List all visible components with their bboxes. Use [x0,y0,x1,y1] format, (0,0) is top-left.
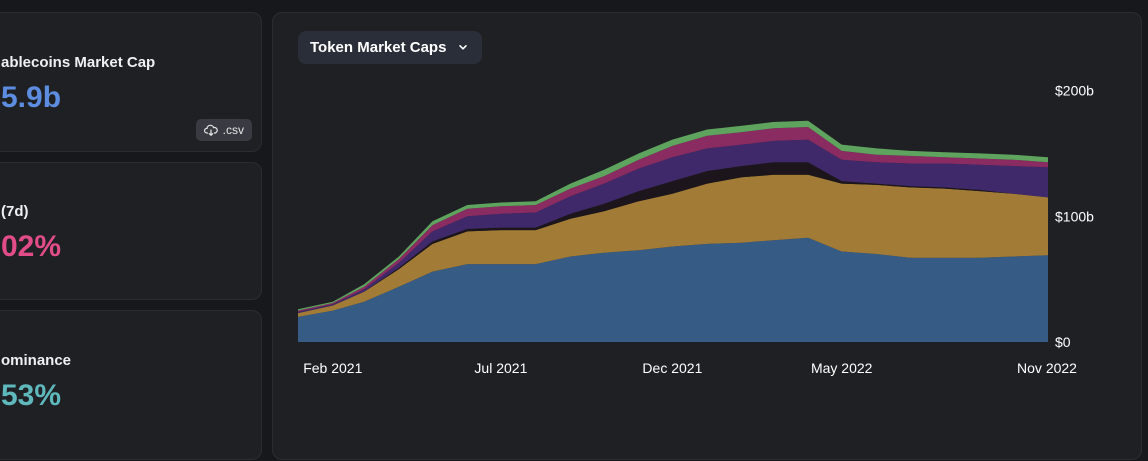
y-tick-label: $200b [1055,83,1094,99]
chart-card: Feb 2021 Jul 2021 Dec 2021 May 2022 Nov 2022… [272,12,1142,460]
stat-value-dominance: 53% [1,379,62,412]
stat-label-change-7d: (7d) [1,203,29,220]
area-series-0 [298,237,1048,342]
area-series-4 [298,127,1048,312]
area-series-2 [298,162,1048,314]
stacked-area-chart: Feb 2021 Jul 2021 Dec 2021 May 2022 Nov 2022… [298,83,1094,376]
token-market-caps-dropdown[interactable]: Token Market Caps [298,31,483,64]
cloud-download-icon [203,124,218,136]
x-tick-label: May 2022 [811,360,873,376]
csv-label: .csv [222,123,244,137]
y-tick-label: $100b [1055,208,1094,224]
area-series-5 [298,120,1048,311]
download-csv-button[interactable]: .csv [195,119,252,141]
dropdown-label: Token Market Caps [310,39,447,56]
stat-value-change-7d: 02% [1,230,62,263]
stat-label-dominance: ominance [1,352,72,369]
chevron-down-icon [459,45,468,50]
area-series-3 [298,139,1048,314]
x-tick-label: Nov 2022 [1017,360,1077,376]
area-series-1 [298,174,1048,317]
stat-card-change-7d: (7d) 02% [0,162,262,300]
x-tick-label: Dec 2021 [642,360,702,376]
x-tick-label: Feb 2021 [303,360,362,376]
stat-label-market-cap: ablecoins Market Cap [1,54,156,71]
stat-value-market-cap: 5.9b [1,81,62,114]
x-tick-label: Jul 2021 [474,360,527,376]
y-tick-label: $0 [1055,334,1071,350]
stat-card-dominance: ominance 53% [0,310,262,460]
stat-card-market-cap: ablecoins Market Cap 5.9b .csv [0,12,262,152]
